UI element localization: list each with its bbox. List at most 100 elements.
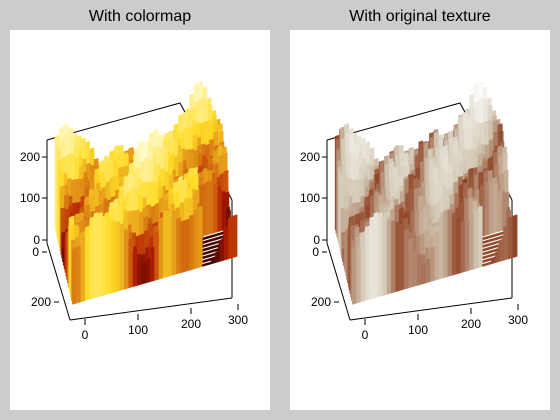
surface-column (145, 258, 151, 284)
surface-column (206, 261, 212, 266)
surface-column (207, 246, 213, 251)
surface-column (211, 244, 217, 249)
surface-column (469, 214, 474, 271)
surface-column (482, 243, 488, 248)
surface-column (206, 239, 211, 244)
y-tick-label: 0 (312, 245, 319, 259)
surface-column (438, 217, 444, 280)
surface-column (141, 262, 147, 285)
surface-column (493, 182, 498, 234)
surface-column (214, 236, 220, 241)
surface-column (408, 238, 414, 289)
surface-column (215, 250, 221, 264)
x-tick-label: 0 (82, 328, 89, 342)
surface-column (399, 223, 405, 291)
surface-column (211, 241, 216, 246)
surface-column (184, 218, 190, 272)
surface-column (204, 254, 210, 259)
surface-column (115, 220, 121, 293)
surface-column (111, 219, 116, 294)
surface-column (119, 223, 125, 291)
surface-column (204, 250, 209, 255)
surface-column (209, 234, 215, 239)
surface-column (232, 214, 238, 258)
surface-column (218, 231, 223, 236)
surface-column (489, 253, 495, 258)
surface-column (154, 231, 160, 281)
surface-column (158, 217, 164, 280)
surface-column (213, 232, 219, 237)
surface-column (167, 208, 173, 277)
surface-column (434, 231, 440, 281)
surface-column (484, 250, 489, 255)
x-tick-label: 300 (508, 313, 528, 327)
surface-column (356, 245, 362, 304)
surface-column (208, 249, 214, 254)
surface-column (208, 179, 214, 235)
x-tick-label: 0 (362, 328, 369, 342)
surface-column (221, 200, 227, 231)
x-tick-label: 200 (181, 317, 201, 331)
surface-column (205, 258, 211, 263)
surface-column (228, 216, 234, 260)
surface-column (213, 182, 218, 234)
surface-column (483, 247, 489, 252)
surface-column (217, 190, 223, 233)
surface-column (202, 243, 208, 248)
left-panel-title: With colormap (88, 8, 192, 25)
surface-column (494, 236, 500, 241)
surface-column (85, 225, 90, 301)
surface-column (128, 238, 134, 289)
surface-column (219, 238, 225, 262)
surface-column (89, 216, 95, 300)
z-tick-label: 200 (20, 150, 40, 164)
y-tick-label: 200 (311, 295, 331, 309)
surface-column (430, 246, 435, 282)
surface-column (150, 246, 155, 282)
surface-column (386, 218, 392, 295)
surface-column (176, 217, 181, 275)
z-tick-label: 200 (300, 150, 320, 164)
surface-column (205, 235, 210, 240)
surface-column (512, 214, 518, 258)
surface-column (223, 225, 229, 261)
surface-column (493, 232, 499, 237)
surface-column (491, 244, 497, 249)
surface-column (489, 234, 495, 239)
surface-column (497, 190, 503, 233)
surface-column (460, 220, 466, 274)
surface-column (473, 209, 479, 270)
surface-column (204, 181, 210, 236)
surface-column (508, 216, 514, 260)
surface-column (503, 225, 509, 261)
surface-column (464, 218, 470, 272)
surface-column (486, 242, 492, 247)
surface-column (76, 245, 82, 304)
surface-column (193, 209, 199, 270)
surface-column (102, 215, 108, 296)
surface-column (482, 262, 487, 267)
surface-column (447, 208, 453, 277)
surface-column (98, 212, 103, 298)
surface-column (484, 181, 490, 236)
surface-column (197, 205, 203, 269)
surface-column (93, 211, 99, 299)
surface-column (421, 262, 427, 285)
surface-column (490, 237, 496, 242)
surface-column (404, 228, 409, 290)
x-tick-label: 300 (228, 313, 248, 327)
surface-column (501, 200, 507, 231)
surface-column (495, 250, 501, 264)
y-tick-label: 0 (32, 245, 39, 259)
x-tick-label: 100 (408, 323, 428, 337)
surface-column (391, 219, 396, 294)
z-tick-label: 0 (33, 233, 40, 247)
surface-column (412, 249, 418, 288)
surface-column (499, 238, 505, 262)
surface-column (202, 262, 207, 267)
surface-column (486, 239, 491, 244)
surface-column (369, 216, 375, 300)
surface-column (456, 217, 461, 275)
surface-column (488, 249, 494, 254)
surface-column (488, 179, 494, 235)
